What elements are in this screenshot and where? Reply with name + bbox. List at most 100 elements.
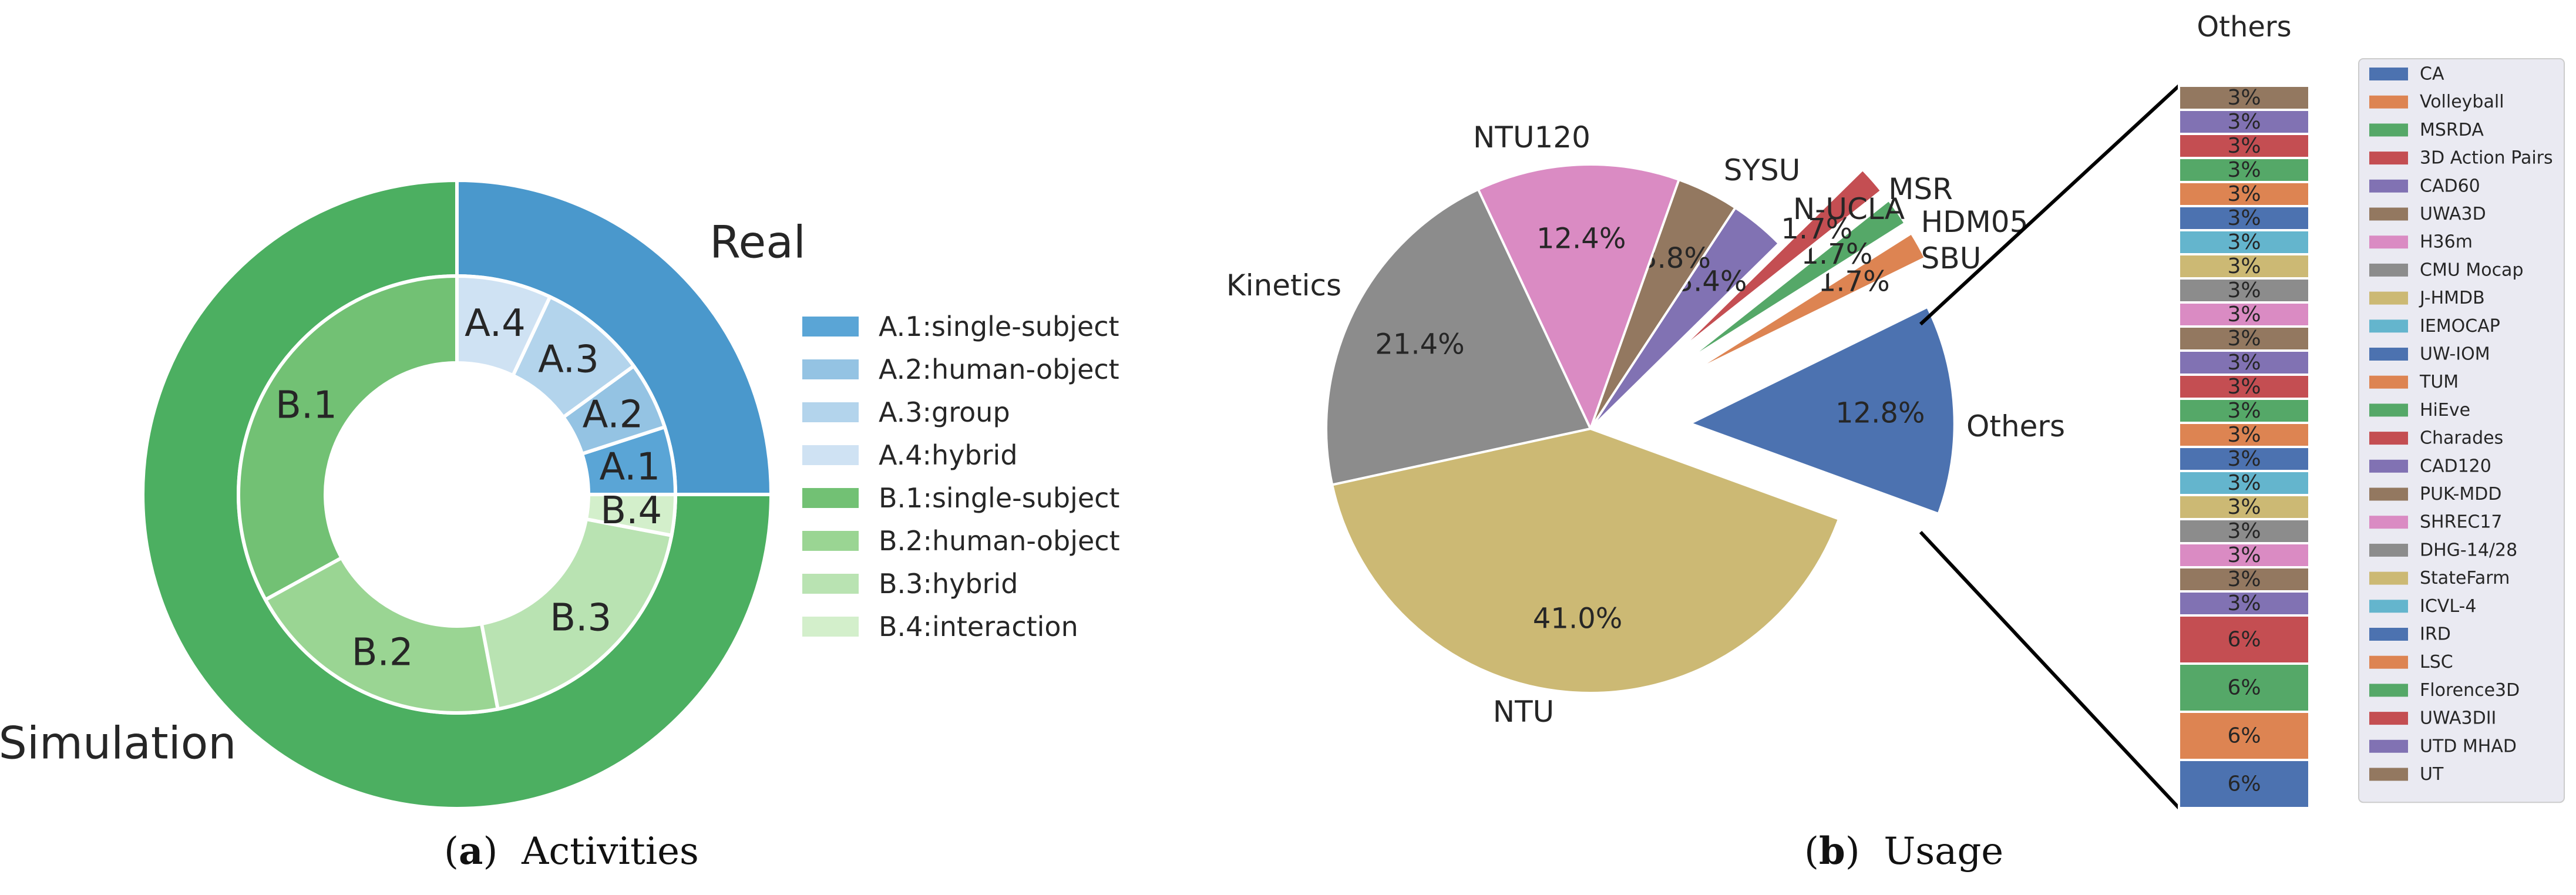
inner-label-b-1: B.1 <box>275 383 337 427</box>
others-legend-label-ut: UT <box>2420 764 2444 785</box>
inner-label-a-1: A.1 <box>599 445 660 489</box>
others-legend-swatch-tum <box>2369 375 2408 389</box>
usage-slice-kinetics <box>1325 187 1592 486</box>
others-legend-swatch-ird <box>2369 628 2408 641</box>
usage-pct-msr: 1.7% <box>1781 213 1852 245</box>
breakdown-pct-charades: 3% <box>2227 375 2261 399</box>
legend-swatch-b-4 <box>802 617 859 637</box>
others-legend-label-icvl-4: ICVL-4 <box>2420 596 2476 617</box>
inner-label-b-4: B.4 <box>600 489 662 533</box>
others-legend-label-cad60: CAD60 <box>2420 176 2480 196</box>
breakdown-segment-iemocap <box>2178 470 2311 496</box>
others-legend-swatch-lsc <box>2369 655 2408 669</box>
others-legend-swatch-3d-action-pairs <box>2369 152 2408 165</box>
inner-label-a-2: A.2 <box>583 393 644 437</box>
usage-pct-ntu: 41.0% <box>1533 602 1622 635</box>
breakdown-pct-h36m: 3% <box>2227 543 2261 567</box>
legend-label-b-2: B.2:human-object <box>879 525 1120 557</box>
others-legend-swatch-cad120 <box>2369 459 2408 473</box>
others-legend-swatch-h36m <box>2369 235 2408 249</box>
others-legend-swatch-utd-mhad <box>2369 739 2408 753</box>
usage-slice-others <box>1687 305 1956 516</box>
usage-label-n-ucla: N-UCLA <box>1793 192 1905 226</box>
legend-swatch-a-1 <box>802 317 859 337</box>
breakdown-pct-uwa3dii: 3% <box>2227 134 2261 158</box>
connector-bottom-line <box>1919 530 2181 810</box>
legend-label-a-2: A.2:human-object <box>879 354 1119 385</box>
breakdown-pct-ca: 6% <box>2227 772 2261 796</box>
legend-label-a-4: A.4:hybrid <box>879 439 1018 471</box>
others-legend-swatch-shrec17 <box>2369 516 2408 529</box>
caption-b: (b) Usage <box>1804 829 2004 873</box>
breakdown-segment-cad60 <box>2178 590 2311 617</box>
usage-pct-kinetics: 21.4% <box>1375 328 1464 361</box>
others-legend-label-hieve: HiEve <box>2420 400 2470 420</box>
breakdown-pct-lsc: 3% <box>2227 182 2261 206</box>
others-legend-swatch-cmu-mocap <box>2369 263 2408 277</box>
breakdown-pct-cad60: 3% <box>2227 591 2261 615</box>
breakdown-pct-volleyball: 6% <box>2227 724 2261 748</box>
breakdown-title: Others <box>2197 11 2291 43</box>
others-legend-label-uw-iom: UW-IOM <box>2420 344 2490 365</box>
outer-label-real: Real <box>709 216 806 268</box>
usage-pct-others: 12.8% <box>1835 397 1925 430</box>
others-legend-label-charades: Charades <box>2420 428 2503 449</box>
others-legend-swatch-florence3d <box>2369 684 2408 697</box>
others-legend-swatch-iemocap <box>2369 319 2408 333</box>
breakdown-segment-ca <box>2178 759 2311 809</box>
usage-pct-ntu120: 12.4% <box>1536 222 1626 255</box>
others-legend-label-dhg-14-28: DHG-14/28 <box>2420 540 2517 560</box>
others-legend-swatch-puk-mdd <box>2369 487 2408 501</box>
others-legend-label-florence3d: Florence3D <box>2420 680 2520 701</box>
legend-label-b-4: B.4:interaction <box>879 611 1078 642</box>
usage-label-hdm05: HDM05 <box>1921 205 2029 239</box>
breakdown-pct-3d-action-pairs: 6% <box>2227 628 2261 652</box>
others-legend-label-j-hmdb: J-HMDB <box>2419 288 2485 308</box>
legend-swatch-b-1 <box>802 488 859 508</box>
breakdown-segment-charades <box>2178 374 2311 400</box>
usage-label-kinetics: Kinetics <box>1226 268 1341 302</box>
others-legend-swatch-icvl-4 <box>2369 600 2408 613</box>
breakdown-pct-iemocap: 3% <box>2227 471 2261 495</box>
breakdown-segment-icvl-4 <box>2178 229 2311 255</box>
others-legend-swatch-cad60 <box>2369 179 2408 193</box>
others-legend-swatch-msrda <box>2369 123 2408 137</box>
caption-a-text: Activities <box>522 830 699 873</box>
breakdown-segment-florence3d <box>2178 157 2311 183</box>
legend-swatch-b-3 <box>802 574 859 594</box>
usage-chart: 12.8% Others1.7%SBU1.7%HDM051.7%MSR3.4%N-… <box>1226 84 2181 810</box>
usage-label-ntu120: NTU120 <box>1473 120 1590 154</box>
others-legend-label-msrda: MSRDA <box>2420 120 2484 140</box>
breakdown-pct-tum: 3% <box>2227 423 2261 447</box>
usage-label-others: Others <box>1966 409 2065 443</box>
others-legend-label-ird: IRD <box>2420 624 2451 645</box>
legend-swatch-a-4 <box>802 445 859 465</box>
legend-label-b-1: B.1:single-subject <box>879 482 1119 514</box>
others-legend-swatch-dhg-14-28 <box>2369 543 2408 557</box>
caption-a: (a) Activities <box>444 829 699 873</box>
usage-label-ntu: NTU <box>1493 695 1555 729</box>
others-legend-label-statefarm: StateFarm <box>2420 568 2510 588</box>
breakdown-segment-shrec17 <box>2178 301 2311 328</box>
others-legend-swatch-uwa3d <box>2369 207 2408 221</box>
legend-swatch-a-3 <box>802 402 859 422</box>
caption-a-letter: a <box>458 829 483 873</box>
others-legend-label-ca: CA <box>2420 64 2444 85</box>
breakdown-pct-uw-iom: 3% <box>2227 447 2261 471</box>
others-legend-swatch-uw-iom <box>2369 348 2408 361</box>
breakdown-segment-uwa3dii <box>2178 133 2311 159</box>
breakdown-pct-cmu-mocap: 3% <box>2227 519 2261 543</box>
usage-label-sbu: SBU <box>1921 241 1982 275</box>
breakdown-segment-dhg-14-28 <box>2178 277 2311 304</box>
legend-label-a-1: A.1:single-subject <box>879 311 1119 342</box>
others-legend-swatch-hieve <box>2369 403 2408 417</box>
others-legend-label-volleyball: Volleyball <box>2420 92 2504 112</box>
others-legend-swatch-volleyball <box>2369 95 2408 109</box>
caption-b-text: Usage <box>1884 830 2004 873</box>
others-legend-swatch-statefarm <box>2369 571 2408 585</box>
breakdown-pct-msrda: 6% <box>2227 676 2261 700</box>
inner-label-a-3: A.3 <box>538 338 599 381</box>
others-legend-label-lsc: LSC <box>2420 652 2453 672</box>
others-legend-label-3d-action-pairs: 3D Action Pairs <box>2420 148 2553 169</box>
breakdown-segment-tum <box>2178 422 2311 448</box>
